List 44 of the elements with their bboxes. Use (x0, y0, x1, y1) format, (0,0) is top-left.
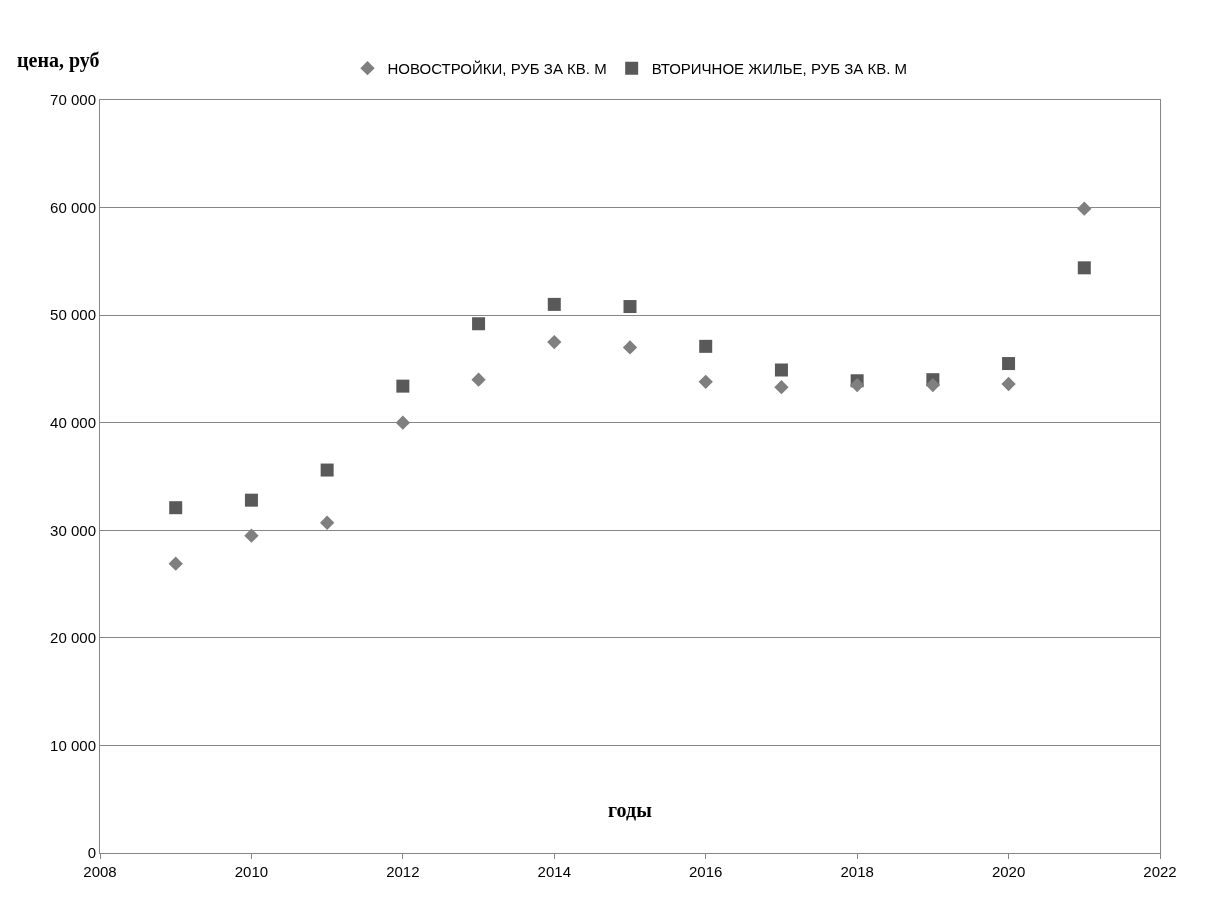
point (1077, 261, 1091, 275)
point (1077, 201, 1092, 216)
y-tick-label: 10 000 (50, 736, 96, 754)
point (168, 556, 183, 571)
x-tick-label: 2022 (1143, 863, 1177, 880)
point (774, 363, 788, 377)
x-tick-label: 2010 (234, 863, 269, 880)
point (472, 317, 486, 331)
x-tick-label: 2008 (83, 863, 117, 880)
x-tick-label: 2014 (537, 863, 571, 880)
point (471, 372, 486, 387)
point (244, 493, 258, 507)
legend-label: НОВОСТРОЙКИ, РУБ ЗА КВ. М (387, 60, 607, 78)
x-tick-label: 2016 (689, 863, 723, 880)
point (396, 379, 410, 393)
x-tick-label: 2020 (991, 863, 1026, 880)
x-tick-label: 2012 (386, 863, 420, 880)
point (547, 334, 562, 350)
y-axis-title: цена, руб (17, 49, 100, 72)
point (623, 300, 637, 314)
y-tick-label: 20 000 (50, 629, 96, 647)
y-tick-label: 30 000 (50, 521, 96, 539)
point (1002, 357, 1016, 371)
point (698, 374, 713, 389)
y-tick-label: 70 000 (50, 91, 96, 109)
point (622, 340, 638, 355)
point (395, 415, 411, 430)
point (320, 463, 334, 477)
y-tick-label: 40 000 (50, 413, 96, 431)
y-tick-label: 60 000 (50, 198, 96, 216)
point (925, 377, 941, 393)
point (849, 377, 865, 393)
point (699, 339, 713, 353)
x-tick-label: 2018 (840, 863, 874, 880)
point (244, 528, 259, 543)
point (774, 380, 789, 395)
legend-label: ВТОРИЧНОЕ ЖИЛЬЕ, РУБ ЗА КВ. М (651, 60, 907, 78)
point (319, 515, 335, 530)
x-axis-title: годы (608, 799, 653, 821)
point (169, 501, 183, 515)
y-tick-label: 0 (87, 844, 96, 862)
y-tick-label: 50 000 (50, 306, 96, 324)
point (547, 297, 561, 311)
point (1001, 376, 1016, 392)
